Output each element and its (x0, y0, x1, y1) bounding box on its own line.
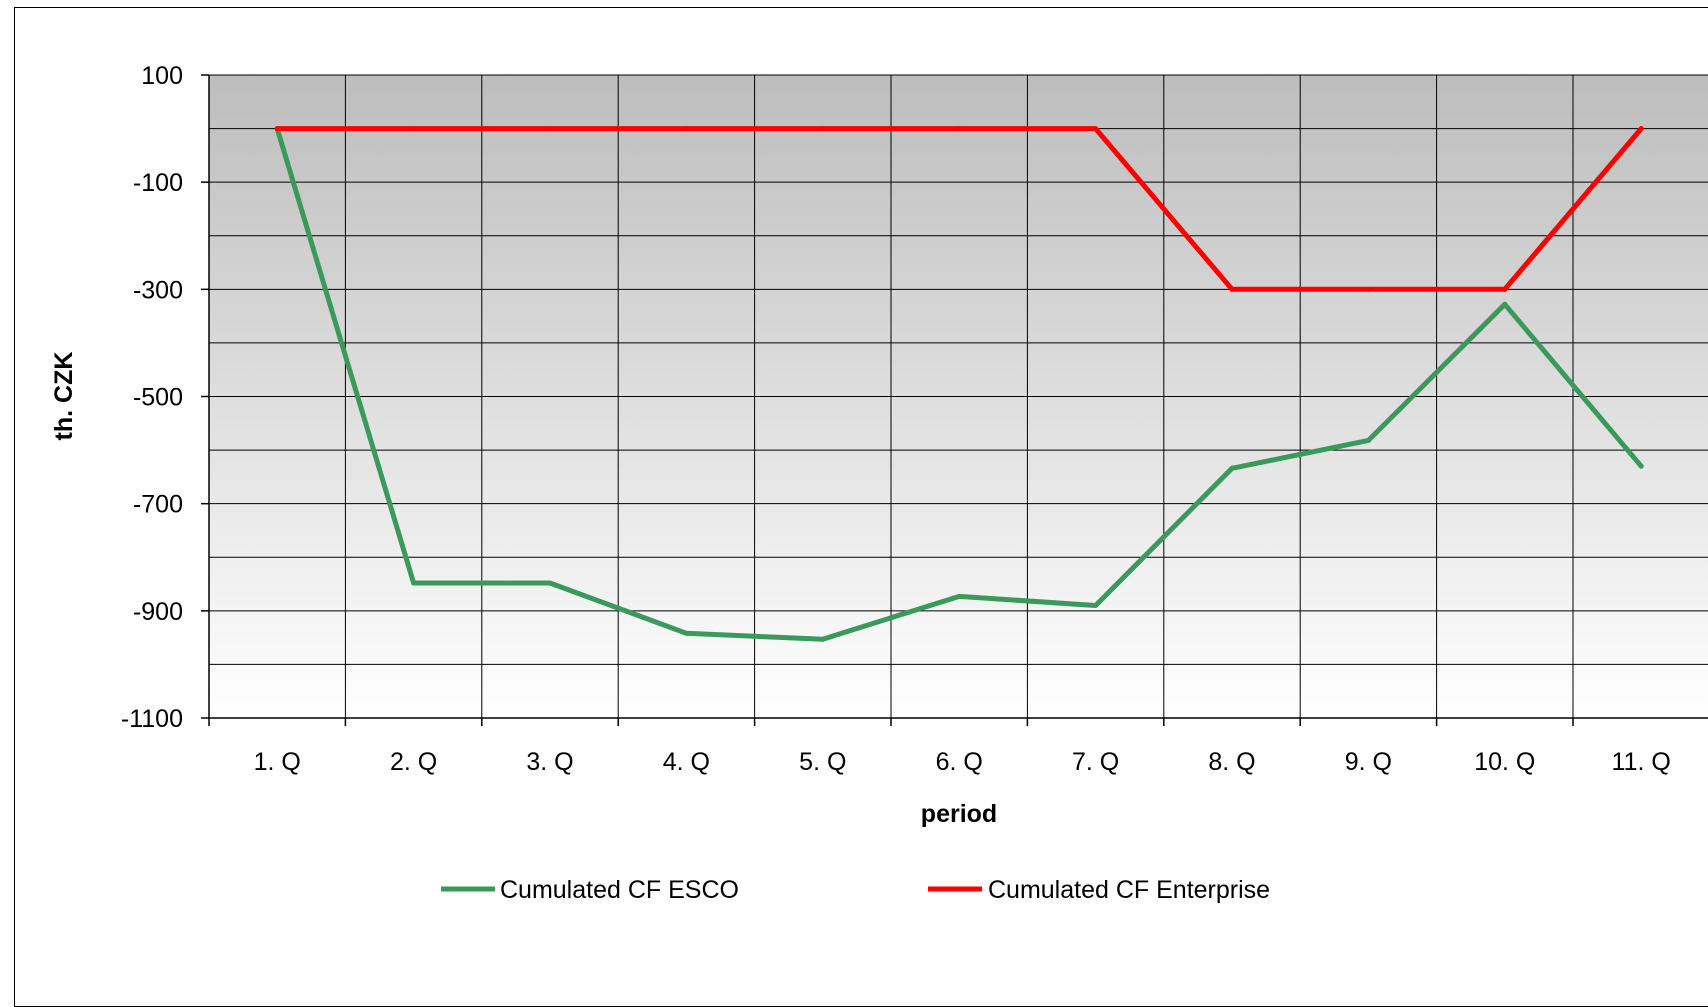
data-point (1093, 126, 1099, 132)
data-point (1638, 126, 1644, 132)
data-point (1502, 286, 1508, 292)
data-point (1365, 437, 1371, 443)
data-point (683, 630, 689, 636)
x-tick-label: 7. Q (1072, 748, 1119, 776)
legend: Cumulated CF ESCO Cumulated CF Enterpris… (441, 876, 1270, 904)
data-point (411, 580, 417, 586)
data-point (1229, 465, 1235, 471)
x-tick-label: 6. Q (936, 748, 983, 776)
data-point (956, 593, 962, 599)
data-point (820, 636, 826, 642)
data-point (1229, 286, 1235, 292)
data-point (547, 126, 553, 132)
x-tick-label: 3. Q (526, 748, 573, 776)
data-point (820, 126, 826, 132)
y-axis-title: th. CZK (50, 352, 78, 441)
data-point (683, 126, 689, 132)
y-tick-label: -300 (133, 276, 183, 304)
x-axis-tick-labels: 1. Q 2. Q 3. Q 4. Q 5. Q 6. Q 7. Q 8. Q 9. Q 10. … (254, 748, 1671, 776)
y-tick-label: -1100 (121, 705, 183, 733)
data-point (274, 126, 280, 132)
y-tick-label: -900 (133, 598, 183, 626)
legend-label-enterprise: Cumulated CF Enterprise (988, 876, 1270, 904)
x-tick-label: 10. Q (1474, 748, 1535, 776)
x-axis-title: period (921, 800, 997, 828)
line-chart: 100 -100 -300 -500 -700 -900 -1100 1. Q 2. Q 3. … (50, 62, 1708, 904)
data-point (411, 126, 417, 132)
x-tick-label: 11. Q (1612, 748, 1671, 776)
x-tick-label: 5. Q (799, 748, 846, 776)
y-tick-label: -500 (133, 384, 183, 412)
axes (201, 74, 1708, 726)
legend-label-esco: Cumulated CF ESCO (500, 876, 739, 904)
data-point (1502, 301, 1508, 307)
gridlines (209, 74, 1708, 719)
data-point (1638, 463, 1644, 469)
data-point (547, 580, 553, 586)
data-point (956, 126, 962, 132)
data-point (1365, 286, 1371, 292)
x-tick-label: 9. Q (1345, 748, 1392, 776)
series-lines (274, 126, 1644, 642)
y-tick-label: 100 (141, 62, 183, 90)
x-tick-label: 2. Q (390, 748, 437, 776)
y-tick-label: -700 (133, 491, 183, 519)
x-tick-label: 1. Q (254, 748, 301, 776)
data-point (1093, 602, 1099, 608)
y-tick-label: -100 (133, 169, 183, 197)
y-axis-tick-labels: 100 -100 -300 -500 -700 -900 -1100 (121, 62, 183, 733)
x-tick-label: 4. Q (663, 748, 710, 776)
x-tick-label: 8. Q (1208, 748, 1255, 776)
